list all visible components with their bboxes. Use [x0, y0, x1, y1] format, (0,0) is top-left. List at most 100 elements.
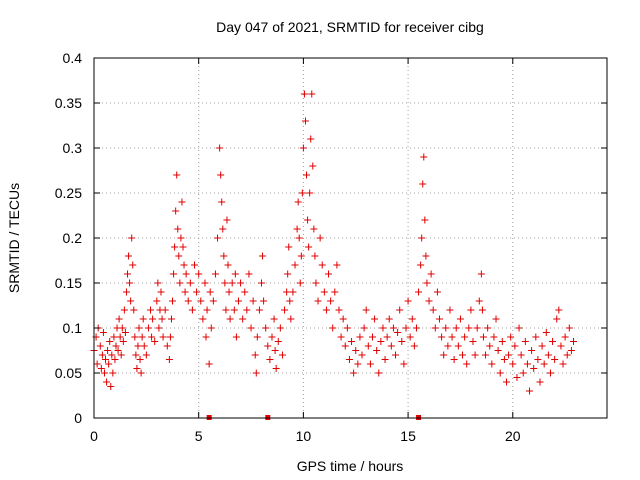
- data-point: [174, 225, 182, 233]
- data-point: [161, 306, 169, 314]
- data-point: [354, 360, 362, 368]
- data-point: [364, 342, 372, 350]
- data-point: [105, 360, 113, 368]
- data-point: [99, 329, 107, 336]
- data-point: [530, 365, 538, 372]
- data-point: [488, 360, 496, 368]
- y-tick-label: 0.1: [63, 320, 83, 336]
- data-point: [108, 351, 116, 359]
- data-point: [544, 351, 552, 359]
- data-point: [155, 324, 163, 332]
- data-point: [243, 306, 251, 314]
- data-point: [144, 324, 152, 332]
- data-point: [278, 351, 286, 359]
- data-point: [219, 225, 227, 233]
- data-point: [358, 351, 366, 359]
- data-point: [103, 378, 111, 386]
- data-point: [310, 225, 318, 233]
- data-point: [555, 306, 563, 314]
- data-point: [465, 324, 473, 332]
- data-point: [296, 279, 304, 287]
- x-tick-label: 20: [505, 428, 521, 444]
- y-tick-label: 0.35: [55, 95, 82, 111]
- data-point: [394, 329, 402, 336]
- data-point: [557, 342, 565, 350]
- data-point: [214, 234, 222, 242]
- data-point: [289, 288, 297, 296]
- data-point: [498, 338, 506, 345]
- data-point: [523, 360, 531, 368]
- data-point: [109, 369, 117, 377]
- data-point: [258, 279, 266, 287]
- data-point: [452, 324, 460, 332]
- data-point: [496, 369, 504, 377]
- data-point: [142, 351, 150, 359]
- data-point: [252, 369, 260, 377]
- data-point: [398, 338, 406, 345]
- data-point: [255, 306, 263, 314]
- data-point: [170, 270, 178, 278]
- data-point: [283, 288, 291, 296]
- data-point: [542, 329, 550, 336]
- data-point: [287, 315, 295, 323]
- data-point: [461, 333, 469, 341]
- data-point: [218, 198, 226, 206]
- data-point: [450, 356, 458, 363]
- data-point: [131, 333, 139, 341]
- data-point: [517, 351, 525, 359]
- data-point: [325, 270, 333, 278]
- data-point: [448, 333, 456, 341]
- data-point: [538, 342, 546, 350]
- data-point: [191, 261, 199, 269]
- data-point: [284, 270, 292, 278]
- y-tick-label: 0.15: [55, 275, 82, 291]
- data-point: [435, 315, 443, 323]
- data-point: [93, 360, 101, 368]
- data-point: [96, 342, 104, 350]
- data-point: [341, 342, 349, 350]
- data-point: [305, 243, 313, 251]
- y-tick-label: 0.2: [63, 230, 83, 246]
- data-point: [422, 252, 430, 260]
- data-point: [479, 333, 487, 341]
- data-point: [419, 180, 427, 188]
- data-point: [199, 315, 207, 323]
- data-point: [234, 297, 242, 305]
- data-point: [209, 297, 217, 305]
- data-point: [166, 333, 174, 341]
- data-point: [494, 347, 502, 354]
- data-point: [231, 270, 239, 278]
- data-point: [100, 369, 108, 377]
- data-point: [356, 333, 364, 341]
- data-point: [239, 315, 247, 323]
- data-point: [312, 279, 320, 287]
- data-point: [563, 351, 571, 359]
- data-point: [114, 347, 122, 354]
- data-point: [247, 324, 255, 332]
- x-tick-label: 15: [400, 428, 416, 444]
- data-point: [377, 338, 385, 345]
- data-point: [203, 306, 211, 314]
- data-point: [475, 297, 483, 305]
- data-point: [335, 306, 343, 314]
- data-point: [440, 351, 448, 359]
- data-point: [565, 324, 573, 332]
- data-point: [272, 365, 280, 372]
- data-point: [561, 333, 569, 341]
- data-point: [314, 297, 322, 305]
- data-point: [339, 315, 347, 323]
- data-point: [171, 243, 179, 251]
- data-point: [348, 338, 356, 345]
- data-point: [303, 171, 311, 179]
- data-point: [526, 387, 534, 395]
- data-point: [396, 306, 404, 314]
- data-point: [333, 261, 341, 269]
- data-point: [337, 333, 345, 341]
- data-point: [253, 333, 261, 341]
- data-point: [507, 333, 515, 341]
- data-point: [197, 297, 205, 305]
- data-point: [423, 279, 431, 287]
- data-point: [134, 342, 142, 350]
- data-point: [553, 315, 561, 323]
- data-point: [225, 288, 233, 296]
